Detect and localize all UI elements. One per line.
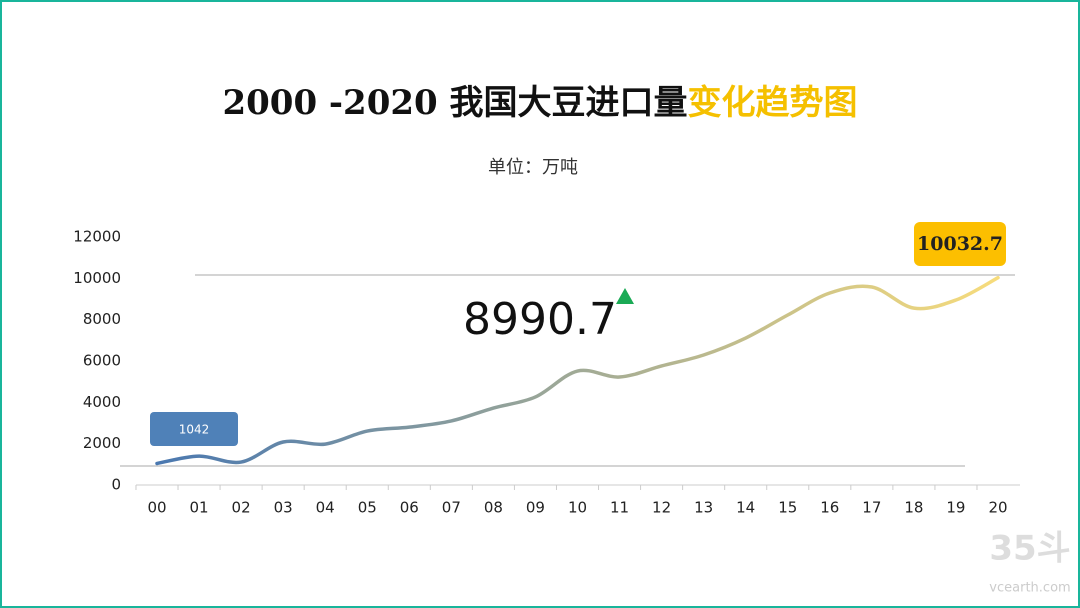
annotation-marker: [616, 288, 634, 304]
x-tick-label: 19: [946, 499, 965, 517]
label-box: [150, 412, 238, 446]
title-part: 变化趋势图: [688, 83, 858, 123]
line: [155, 275, 1000, 466]
x-tick-label: 18: [904, 499, 923, 517]
x-tick-label: 08: [484, 499, 503, 517]
x-tick-label: 00: [147, 499, 166, 517]
x-tick-label: 14: [736, 499, 755, 517]
x-tick-label: 17: [862, 499, 881, 517]
label-box: [914, 222, 1006, 266]
y-tick-label: 6000: [83, 352, 121, 370]
x-tick-label: 09: [526, 499, 545, 517]
x-tick-label: 16: [820, 499, 839, 517]
watermark: vcearth.com: [989, 581, 1070, 596]
chart-title: 2000 -2020 我国大豆进口量变化趋势图: [222, 83, 857, 123]
x-tick-label: 06: [400, 499, 419, 517]
x-tick-label: 13: [694, 499, 713, 517]
x-tick-label: 12: [652, 499, 671, 517]
watermark: 35斗: [989, 529, 1070, 569]
y-tick-label: 4000: [83, 393, 121, 411]
title-part: 2000 -2020 我国大豆进口量: [222, 83, 687, 123]
x-tick-label: 11: [610, 499, 629, 517]
y-tick-label: 8000: [83, 310, 121, 328]
x-tick-label: 02: [232, 499, 251, 517]
y-tick-label: 10000: [73, 269, 121, 287]
y-tick-label: 12000: [73, 228, 121, 246]
annotation: 8990.7: [463, 294, 617, 345]
x-tick-label: 15: [778, 499, 797, 517]
data-label: 1042: [179, 423, 210, 437]
x-tick-label: 07: [442, 499, 461, 517]
x-tick-label: 03: [274, 499, 293, 517]
x-tick-label: 04: [316, 499, 335, 517]
data-label: 10032.7: [917, 233, 1003, 255]
y-tick-label: 0: [111, 476, 121, 494]
subtitle: 单位：万吨: [488, 157, 578, 178]
x-tick-label: 20: [988, 499, 1007, 517]
y-tick-label: 2000: [83, 434, 121, 452]
x-tick-label: 01: [190, 499, 209, 517]
x-tick-label: 05: [358, 499, 377, 517]
x-tick-label: 10: [568, 499, 587, 517]
